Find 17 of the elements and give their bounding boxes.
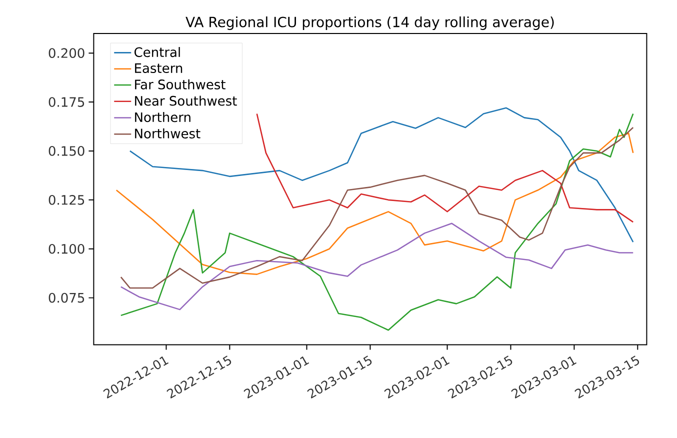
line-series [129, 107, 634, 243]
line-series [120, 222, 634, 310]
line-series [120, 113, 634, 331]
legend-label: Northwest [135, 128, 200, 138]
legend-label: Central [134, 47, 180, 58]
y-tick-label: 0.150 [48, 146, 84, 156]
legend-label: Eastern [135, 63, 182, 74]
legend-label: Northern [135, 112, 190, 122]
legend-label: Near Southwest [135, 96, 237, 106]
y-tick-label: 0.175 [48, 97, 84, 107]
y-tick-label: 0.200 [48, 48, 84, 58]
y-tick-label: 0.100 [48, 244, 84, 254]
y-tick-label: 0.075 [48, 292, 84, 303]
line-series [256, 113, 634, 223]
chart-title: VA Regional ICU proportions (14 day rolling average) [186, 16, 554, 30]
y-tick-label: 0.125 [48, 194, 84, 205]
legend-label: Far Southwest [135, 79, 226, 90]
